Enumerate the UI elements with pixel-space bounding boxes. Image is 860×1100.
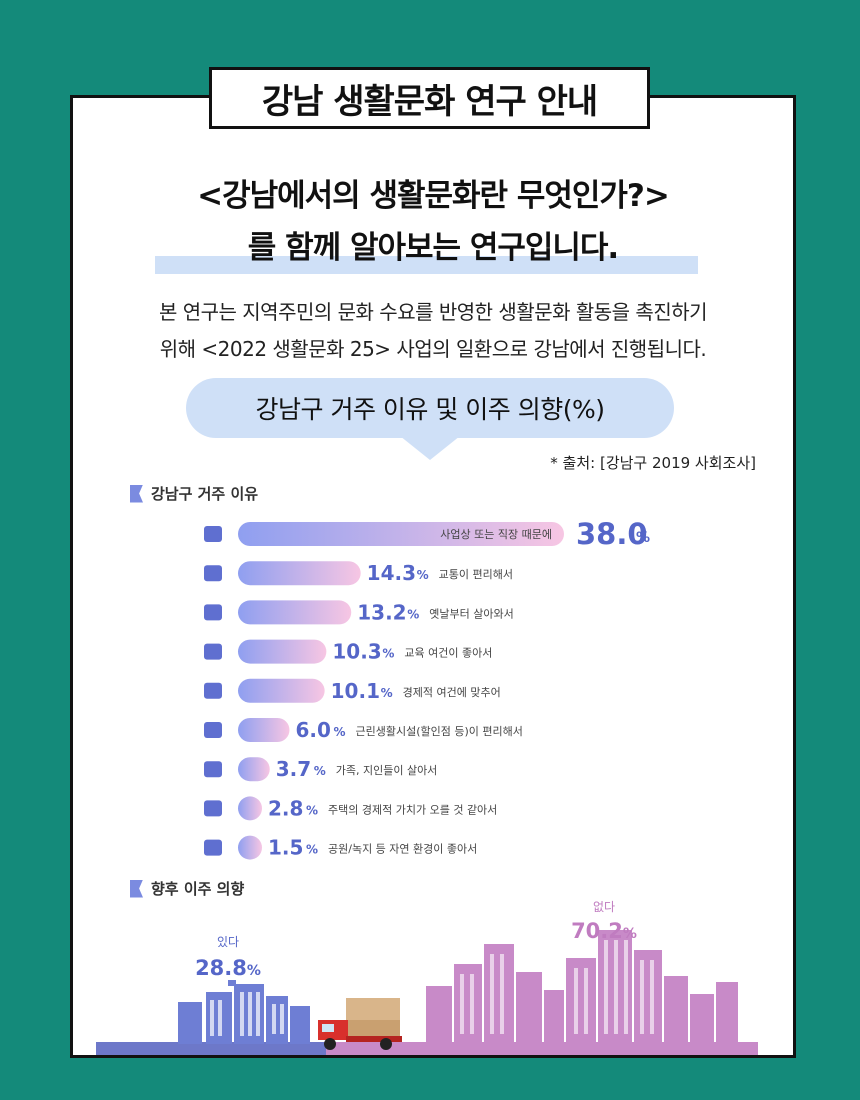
bar-unit-8: %: [306, 803, 318, 817]
office-building-icon: [204, 526, 222, 542]
bar-2: [238, 561, 361, 586]
bar-value-8: 2.8: [268, 796, 303, 820]
section-marker-icon: [130, 879, 143, 898]
city-skyline-illustration: [96, 930, 758, 1055]
bar-category-2: 교통이 편리해서: [439, 567, 513, 581]
bar-9: [238, 835, 262, 860]
bar-category-9: 공원/녹지 등 자연 환경이 좋아서: [328, 843, 477, 856]
bar-value-2: 14.3: [367, 561, 416, 585]
bar-category-4: 교육 여건이 좋아서: [404, 647, 492, 660]
page-title: 강남 생활문화 연구 안내: [209, 67, 650, 129]
train-icon: [204, 565, 222, 582]
bar-category-8: 주택의 경제적 가치가 오를 것 같아서: [328, 803, 497, 816]
bar-value-3: 13.2: [357, 600, 406, 624]
bar-value-1: 38.0: [576, 517, 648, 551]
bar-value-5: 10.1: [331, 679, 380, 703]
people-icon: [204, 761, 222, 778]
section-moving-label: 향후 이주 의향: [151, 880, 245, 898]
bar-7: [238, 757, 270, 782]
bar-5: [238, 678, 325, 703]
bar-unit-9: %: [306, 843, 318, 857]
bar-category-5: 경제적 여건에 맞추어: [403, 686, 501, 699]
moving-truck-icon: [318, 998, 402, 1050]
headline-line-2: 를 함께 알아보는 연구입니다.: [247, 230, 619, 266]
bed-icon: [204, 604, 222, 621]
bar-category-6: 근린생활시설(할인점 등)이 편리해서: [355, 724, 522, 738]
bar-value-9: 1.5: [268, 836, 303, 860]
section-moving-intention: 향후 이주 의향: [130, 878, 244, 899]
bar-value-7: 3.7: [276, 757, 311, 781]
bubble-tail: [400, 436, 460, 460]
shop-ticket-icon: [204, 722, 222, 738]
description-line-2: 위해 <2022 생활문화 25> 사업의 일환으로 강남에서 진행됩니다.: [159, 337, 707, 361]
bar-4: [238, 639, 327, 664]
bar-category-1: 사업상 또는 직장 때문에: [440, 528, 552, 541]
section-marker-icon: [130, 484, 143, 503]
house-value-icon: [204, 800, 222, 817]
chart-caption-bubble: 강남구 거주 이유 및 이주 의향(%): [186, 378, 674, 438]
bar-category-7: 가족, 지인들이 살아서: [336, 764, 438, 777]
bar-unit-7: %: [314, 764, 326, 778]
headline-line-1: <강남에서의 생활문화란 무엇인가?>: [197, 178, 670, 214]
bar-value-6: 6.0: [295, 718, 330, 742]
tree-icon: [204, 839, 222, 856]
bar-unit-2: %: [417, 568, 429, 582]
section-residence-label: 강남구 거주 이유: [151, 485, 259, 503]
bar-unit-3: %: [407, 607, 419, 621]
bar-unit-4: %: [382, 647, 394, 661]
bar-unit-6: %: [333, 725, 345, 739]
bar-3: [238, 600, 352, 625]
bar-unit-1: %: [636, 530, 650, 546]
description-line-1: 본 연구는 지역주민의 문화 수요를 반영한 생활문화 활동을 촉진하기: [158, 300, 708, 324]
bar-category-3: 옛날부터 살아와서: [429, 607, 513, 620]
bar-unit-5: %: [381, 686, 393, 700]
classroom-icon: [204, 643, 222, 660]
section-residence-reasons: 강남구 거주 이유: [130, 483, 258, 504]
bar-1: [238, 522, 564, 546]
bar-6: [238, 718, 290, 742]
bar-value-4: 10.3: [332, 640, 381, 664]
money-hand-icon: [204, 682, 222, 699]
source-note: * 출처: [강남구 2019 사회조사]: [550, 454, 756, 472]
headline-highlight: [155, 256, 698, 274]
bar-8: [238, 796, 263, 821]
info-card: [70, 95, 796, 1058]
